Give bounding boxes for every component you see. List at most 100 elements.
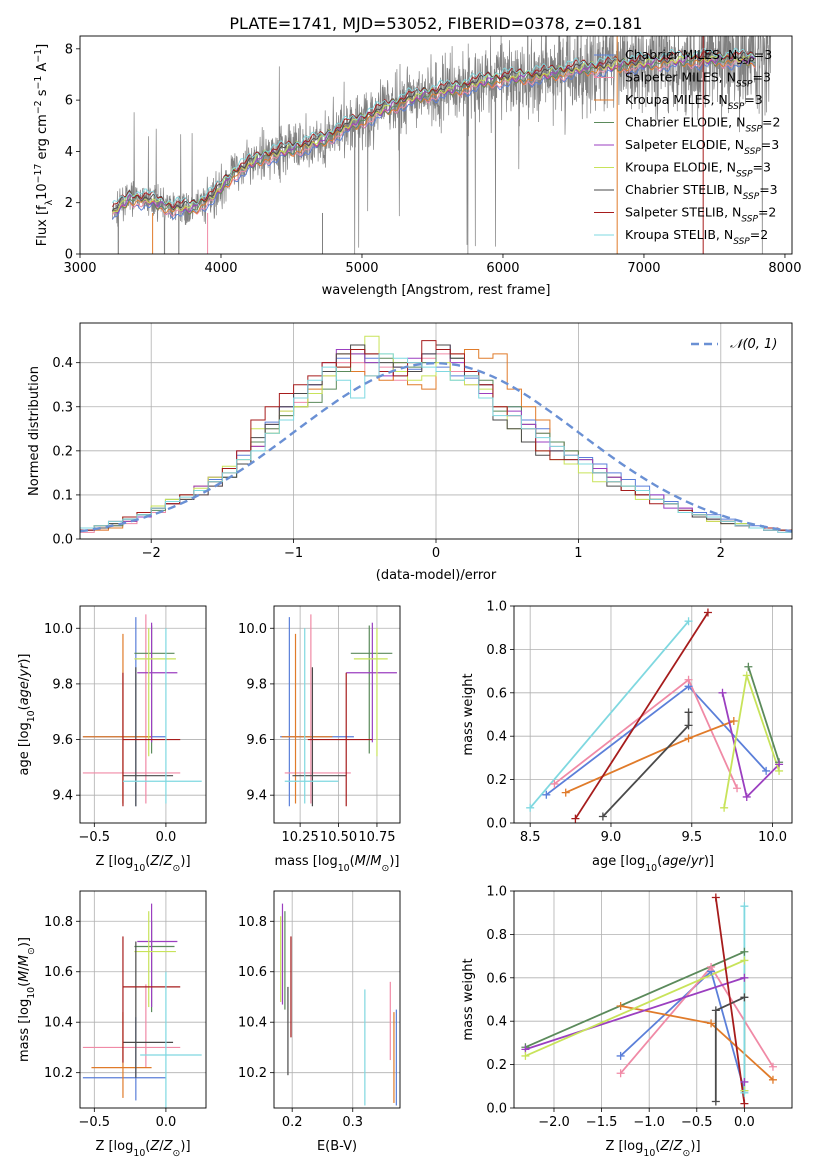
label-part: age [log: [17, 722, 32, 775]
label-part: /: [159, 854, 164, 869]
axes-massweight-vs-Z: −2.0 −1.5 −1.0 −0.5 0.0 0.0 0.2 0.4 0.6 0.8 1.0 Z […: [461, 885, 793, 1159]
y-tick-label: 0.8: [486, 643, 507, 658]
legend-label: Chabrier MILES, NSSP=3: [625, 47, 772, 67]
label-part: −1: [33, 76, 44, 90]
y-tick-label: 0.8: [486, 928, 507, 943]
x-tick-label: 3000: [63, 261, 96, 276]
y-tick-label: 10.6: [238, 965, 267, 980]
x-axis-label: Z [log10(Z/Z⊙)]: [95, 854, 190, 874]
model-spectrum-salpeter-miles: [112, 58, 756, 217]
label-part: Flux [f: [35, 205, 50, 246]
label-part: Z: [149, 854, 160, 869]
legend-label: Salpeter ELODIE, NSSP=3: [625, 137, 779, 157]
axes-frame: [79, 35, 793, 255]
x-tick-label: 10.25: [282, 830, 319, 845]
y-tick-label: 0.1: [52, 488, 73, 503]
legend-label-sub: SSP: [736, 170, 753, 180]
x-tick-label: 0.0: [156, 1115, 177, 1130]
label-part: ⊙: [173, 863, 181, 874]
y-tick-label: 2: [65, 196, 73, 211]
plot-area: [82, 903, 202, 1108]
plot-area: [80, 335, 792, 533]
legend-label-text: Kroupa ELODIE, N: [625, 160, 736, 175]
x-tick-label: −0.5: [79, 830, 111, 845]
legend-label-sub: SSP: [743, 192, 760, 202]
x-tick-label: 8000: [768, 261, 801, 276]
label-part: /: [669, 1139, 674, 1154]
label-part: )]: [180, 854, 190, 869]
legend-label-sub: SSP: [733, 237, 750, 247]
marker: [768, 1075, 777, 1084]
plot-area: [112, 36, 771, 254]
x-tick-label: 2: [717, 546, 725, 561]
marker: [740, 1077, 749, 1086]
y-tick-label: 10.0: [44, 622, 73, 637]
legend-label-text: Chabrier ELODIE, N: [625, 115, 745, 130]
label-part: age: [662, 854, 686, 869]
axes-frame: [79, 890, 207, 1109]
x-tick-label: −2: [142, 546, 161, 561]
legend-label-text: Chabrier MILES, N: [625, 47, 737, 62]
y-tick-label: 0.2: [486, 1058, 507, 1073]
y-tick-label: 0.4: [52, 356, 73, 371]
plots: 3000 4000 5000 6000 7000 8000 0 2 4 6 8 Chabrier MI…: [17, 35, 801, 1159]
y-tick-label: 0.4: [486, 1015, 507, 1030]
marker: [720, 803, 729, 812]
label-part: λ: [44, 199, 55, 205]
legend-label-suffix: =3: [753, 160, 771, 175]
y-axis-label: Flux [fλ10−17 erg cm−2 s−1 A−1]: [33, 44, 55, 246]
label-part: Z: [659, 1139, 670, 1154]
legend-label-text: Chabrier STELIB, N: [625, 182, 743, 197]
marker: [740, 1099, 749, 1108]
marker: [711, 893, 720, 902]
y-axis-label: age [log10(age/yr)]: [17, 653, 37, 775]
label-part: Z: [673, 1139, 684, 1154]
y-axis-label: Normed distribution: [27, 366, 42, 496]
legend-label: Kroupa STELIB, NSSP=2: [625, 227, 768, 247]
y-tick-label: 4: [65, 145, 73, 160]
marker: [718, 688, 727, 697]
marker: [703, 608, 712, 617]
y-tick-label: 10.2: [44, 1066, 73, 1081]
label-part: /: [17, 966, 32, 971]
label-part: (: [17, 705, 32, 710]
label-part: 10: [643, 1148, 655, 1159]
label-part: −17: [33, 164, 44, 184]
series-salpeter-stelib: [574, 612, 709, 820]
label-part: Z [log: [605, 1139, 643, 1154]
legend-label-text: Salpeter STELIB, N: [625, 205, 741, 220]
marker: [707, 1019, 716, 1028]
label-part: )]: [690, 1139, 700, 1154]
label-part: 10: [338, 863, 350, 874]
label-part: erg cm: [35, 114, 50, 163]
legend-label-suffix: =2: [762, 115, 780, 130]
marker: [775, 766, 784, 775]
label-part: mass weight: [461, 958, 476, 1040]
y-tick-label: 6: [65, 94, 73, 109]
legend-label-text: Salpeter MILES, N: [625, 70, 736, 85]
plot-area: [82, 614, 202, 807]
label-part: /: [366, 854, 371, 869]
legend-label-suffix: =3: [759, 182, 777, 197]
legend-label-suffix: =3: [761, 137, 779, 152]
y-tick-label: 9.6: [52, 733, 73, 748]
label-part: E(B-V): [317, 1139, 357, 1154]
marker: [542, 790, 551, 799]
label-part: (: [17, 982, 32, 987]
x-tick-label: 0.2: [282, 1115, 303, 1130]
legend-label-text: Kroupa MILES, N: [625, 92, 728, 107]
label-part: age: [17, 681, 32, 705]
y-tick-label: 8: [65, 42, 73, 57]
y-axis-label: mass [log10(M/M⊙)]: [17, 937, 37, 1062]
label-part: yr: [17, 662, 32, 678]
label-part: Z: [163, 854, 174, 869]
y-tick-label: 10.8: [238, 915, 267, 930]
x-tick-label: 10.75: [358, 830, 395, 845]
x-tick-label: −1: [284, 546, 303, 561]
axes-residuals: −2 −1 0 1 2 0.0 0.1 0.2 0.3 0.4 𝒩(0, 1) (data-model…: [27, 322, 793, 583]
marker: [729, 717, 738, 726]
x-tick-label: 10.0: [758, 830, 787, 845]
label-part: )]: [389, 854, 399, 869]
x-axis-label: (data-model)/error: [376, 568, 497, 583]
label-part: M: [355, 854, 366, 869]
